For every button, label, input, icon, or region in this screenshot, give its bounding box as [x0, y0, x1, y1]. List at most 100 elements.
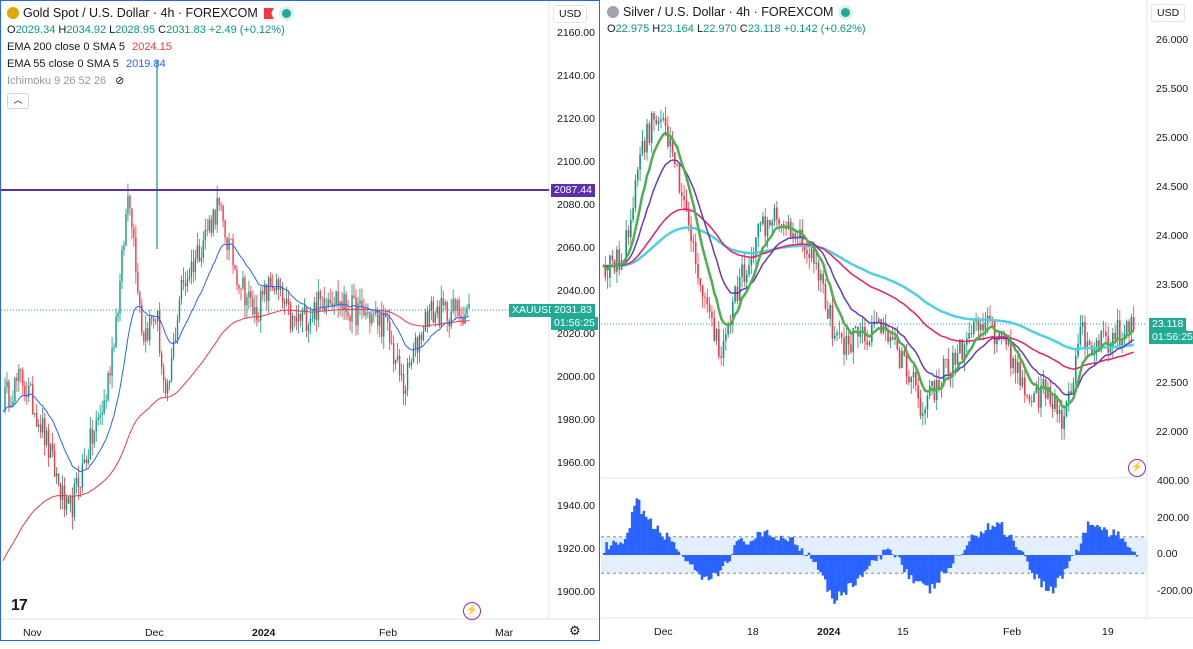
- gold-candle: [24, 385, 26, 395]
- osc-bar: [872, 555, 876, 561]
- eye-hidden-icon[interactable]: ⊘: [115, 75, 125, 87]
- osc-bar: [910, 555, 913, 576]
- gold-candle: [285, 298, 288, 304]
- silver-candle: [889, 337, 892, 342]
- osc-bar: [930, 555, 934, 584]
- osc-bar: [893, 555, 897, 558]
- gold-candle: [402, 373, 405, 394]
- osc-bar: [914, 555, 918, 581]
- silver-candle: [639, 154, 641, 170]
- silver-candle: [1128, 321, 1130, 332]
- osc-bar: [810, 555, 813, 559]
- gold-candle: [383, 312, 385, 337]
- silver-chart-pane[interactable]: Silver / U.S. Dollar · 4h · FOREXCOM O22…: [601, 0, 1193, 641]
- lightning-icon[interactable]: ⚡: [1128, 459, 1146, 477]
- gold-candle: [79, 487, 82, 488]
- osc-bar: [642, 510, 646, 555]
- close-label: C: [739, 23, 748, 35]
- gold-candle: [258, 319, 260, 321]
- silver-chart-canvas[interactable]: [601, 0, 1193, 641]
- osc-bar: [956, 555, 960, 556]
- silver-candle: [708, 304, 711, 312]
- silver-candle: [894, 337, 896, 340]
- osc-bar: [1035, 555, 1039, 575]
- osc-bar: [905, 555, 908, 570]
- gold-candle: [462, 316, 464, 324]
- osc-bar: [616, 544, 620, 555]
- gold-candle: [14, 377, 16, 402]
- silver-time-tick: Dec: [654, 626, 673, 638]
- osc-bar: [1042, 555, 1046, 582]
- ema200-row[interactable]: EMA 200 close 0 SMA 5 2024.15: [7, 39, 291, 56]
- silver-price-tick: 26.000: [1156, 34, 1189, 46]
- osc-bar: [1086, 521, 1090, 555]
- silver-candle: [831, 305, 834, 339]
- gold-candle: [369, 312, 371, 324]
- silver-candle: [711, 311, 713, 318]
- osc-bar: [972, 535, 976, 555]
- silver-candle: [704, 296, 706, 298]
- gold-candle: [101, 412, 103, 415]
- gold-candle: [30, 384, 32, 386]
- silver-candle: [759, 223, 762, 225]
- osc-bar: [1117, 531, 1120, 555]
- silver-candle: [725, 334, 727, 341]
- tradingview-logo[interactable]: 17: [11, 597, 28, 614]
- ema55-row[interactable]: EMA 55 close 0 SMA 5 2019.84: [7, 56, 291, 73]
- silver-candle: [803, 245, 806, 251]
- gold-candle: [166, 383, 169, 394]
- lightning-icon[interactable]: ⚡: [463, 602, 481, 620]
- legend-collapse-button[interactable]: ︿: [7, 93, 29, 109]
- osc-bar: [933, 555, 936, 589]
- osc-bar: [830, 555, 834, 599]
- gold-candle: [135, 237, 137, 273]
- osc-bar: [1024, 555, 1027, 557]
- flag-icon[interactable]: [263, 8, 274, 19]
- silver-candle: [905, 355, 908, 377]
- gold-candle: [283, 302, 286, 304]
- gold-candle: [59, 483, 62, 501]
- gold-candle: [434, 313, 436, 323]
- open-value: 2029.34: [15, 24, 56, 36]
- gold-candle: [164, 380, 167, 394]
- gold-candle: [55, 473, 58, 477]
- gold-price-tick: 2040.00: [557, 285, 595, 297]
- silver-candle: [1042, 379, 1045, 386]
- silver-candle: [1121, 338, 1123, 348]
- gold-candle: [8, 381, 10, 407]
- gold-chart-canvas[interactable]: [1, 1, 599, 640]
- gear-icon[interactable]: ⚙: [569, 623, 581, 638]
- gold-candle: [315, 302, 318, 320]
- gold-legend: Gold Spot / U.S. Dollar · 4h · FOREXCOM …: [7, 5, 291, 109]
- silver-candle: [646, 123, 648, 153]
- silver-candle: [1051, 403, 1054, 410]
- osc-bar: [1012, 540, 1015, 555]
- osc-bar: [758, 532, 762, 555]
- osc-bar: [740, 538, 743, 555]
- low-label: L: [696, 23, 704, 35]
- osc-bar: [928, 555, 932, 594]
- silver-candle: [820, 273, 822, 281]
- silver-candle: [1063, 416, 1065, 429]
- gold-currency-button[interactable]: USD: [553, 5, 588, 23]
- gold-time-tick: Nov: [23, 627, 42, 639]
- silver-currency-button[interactable]: USD: [1151, 4, 1186, 22]
- osc-bar: [705, 555, 708, 577]
- bar-countdown: 01:56:25: [1149, 331, 1193, 344]
- gold-price-tick: 1980.00: [557, 414, 595, 426]
- osc-bar: [828, 555, 832, 591]
- gold-candle: [385, 312, 387, 318]
- silver-candle: [678, 164, 681, 193]
- gold-candle: [196, 245, 199, 259]
- osc-bar: [723, 555, 727, 562]
- silver-candle: [718, 328, 720, 357]
- gold-candle: [299, 314, 302, 321]
- ichimoku-row[interactable]: Ichimoku 9 26 52 26 ⊘: [7, 73, 291, 90]
- gold-candle: [57, 473, 60, 484]
- osc-bar: [1026, 555, 1029, 562]
- osc-bar: [742, 541, 746, 555]
- gold-chart-pane[interactable]: Gold Spot / U.S. Dollar · 4h · FOREXCOM …: [0, 0, 600, 641]
- silver-candle: [697, 264, 699, 279]
- silver-candle: [979, 324, 982, 331]
- gold-candle: [194, 258, 197, 273]
